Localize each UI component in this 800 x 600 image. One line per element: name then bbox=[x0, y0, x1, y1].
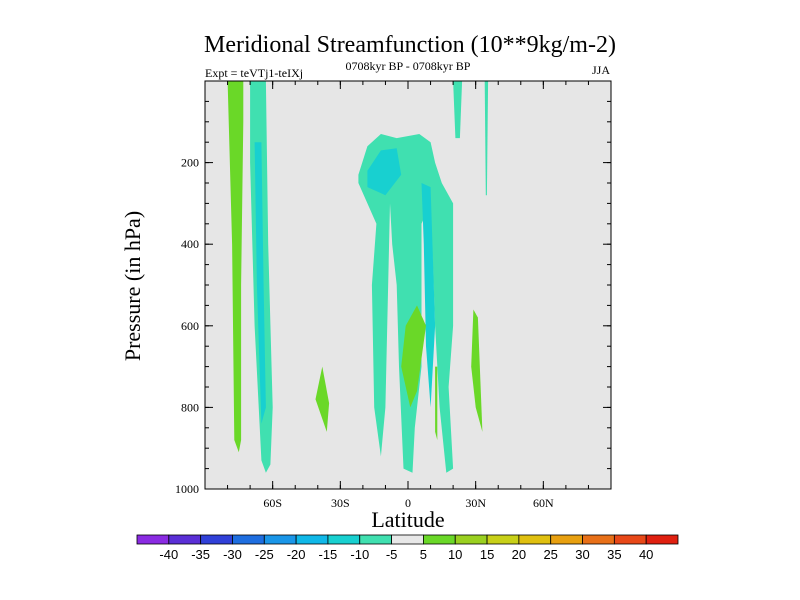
colorbar-swatch bbox=[454, 534, 488, 545]
colorbar-label: 40 bbox=[639, 547, 653, 562]
contour-green-30n bbox=[471, 309, 483, 432]
contour-cyan-inner-65s bbox=[254, 142, 266, 424]
colorbar: -40 -35 -30 -25 -20 -15 -10 -5 5 10 15 20 25 30 35 40 bbox=[136, 534, 679, 562]
contour-cyan-35n bbox=[484, 81, 489, 196]
contour-green-3n bbox=[401, 305, 426, 408]
period-label: 0708kyr BP - 0708kyr BP bbox=[346, 59, 471, 73]
colorbar-label: 25 bbox=[543, 547, 557, 562]
colorbar-swatch bbox=[168, 534, 202, 545]
contour-layer bbox=[227, 81, 489, 473]
colorbar-swatch bbox=[200, 534, 233, 545]
colorbar-label: 35 bbox=[607, 547, 621, 562]
colorbar-swatch bbox=[327, 534, 361, 545]
colorbar-label: -25 bbox=[255, 547, 274, 562]
colorbar-swatch bbox=[582, 534, 615, 545]
colorbar-swatch bbox=[295, 534, 329, 545]
colorbar-label: 5 bbox=[420, 547, 427, 562]
x-tick-label: 60S bbox=[263, 496, 282, 510]
colorbar-label: 15 bbox=[480, 547, 494, 562]
colorbar-swatch bbox=[423, 534, 456, 545]
x-axis-label: Latitude bbox=[371, 507, 444, 532]
colorbar-label: -15 bbox=[319, 547, 338, 562]
colorbar-label: 20 bbox=[512, 547, 526, 562]
y-tick-label: 1000 bbox=[175, 482, 199, 496]
y-axis-label: Pressure (in hPa) bbox=[120, 211, 145, 361]
x-tick-label: 60N bbox=[533, 496, 554, 510]
contour-cyan-10n bbox=[421, 183, 436, 408]
colorbar-swatch bbox=[518, 534, 552, 545]
contour-cyan-central bbox=[358, 134, 454, 473]
colorbar-swatch bbox=[263, 534, 297, 545]
contour-cyan-20n-upper bbox=[453, 81, 463, 139]
experiment-label: Expt = teVTj1-teIXj bbox=[205, 66, 303, 80]
y-tick-label: 800 bbox=[181, 400, 199, 414]
season-label: JJA bbox=[592, 63, 610, 77]
colorbar-label: -35 bbox=[191, 547, 210, 562]
y-tick-label: 200 bbox=[181, 156, 199, 170]
x-tick-label: 30S bbox=[331, 496, 350, 510]
colorbar-swatch bbox=[645, 534, 679, 545]
colorbar-swatch bbox=[486, 534, 520, 545]
contour-green-75s bbox=[227, 81, 244, 453]
colorbar-swatch bbox=[613, 534, 647, 545]
colorbar-label: 10 bbox=[448, 547, 462, 562]
colorbar-swatch bbox=[136, 534, 170, 545]
x-tick-label: 30N bbox=[465, 496, 486, 510]
contour-cyan-upper bbox=[367, 148, 402, 196]
x-tick-label: 0 bbox=[405, 496, 411, 510]
contour-green-12n bbox=[435, 366, 438, 440]
y-tick-label: 400 bbox=[181, 237, 199, 251]
colorbar-swatch bbox=[232, 534, 265, 545]
colorbar-label: -10 bbox=[350, 547, 369, 562]
chart-title: Meridional Streamfunction (10**9kg/m-2) bbox=[204, 32, 616, 58]
y-tick-label: 600 bbox=[181, 319, 199, 333]
contour-green-40s bbox=[315, 366, 330, 432]
colorbar-label: -40 bbox=[159, 547, 178, 562]
axis-ticks: 60S 30S 0 30N 60N 200 400 600 800 1000 bbox=[175, 80, 612, 510]
colorbar-label: -30 bbox=[223, 547, 242, 562]
colorbar-swatch bbox=[550, 534, 583, 545]
colorbar-label: 30 bbox=[575, 547, 589, 562]
colorbar-label: -5 bbox=[386, 547, 398, 562]
colorbar-label: -20 bbox=[287, 547, 306, 562]
colorbar-swatch bbox=[359, 534, 392, 545]
colorbar-swatch bbox=[391, 534, 424, 545]
